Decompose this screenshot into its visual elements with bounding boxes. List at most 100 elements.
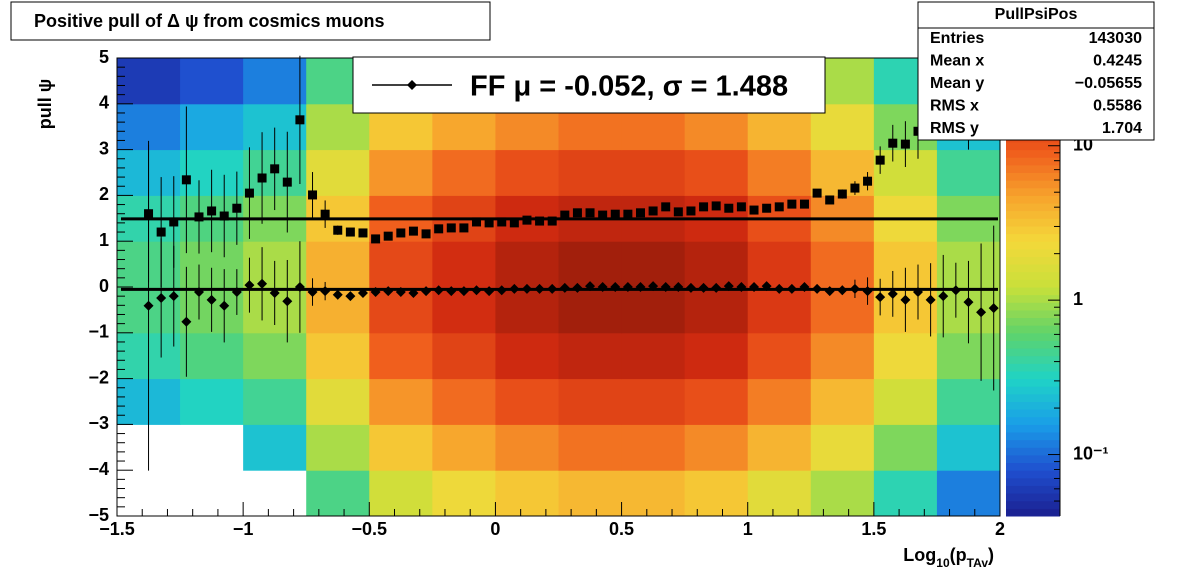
point bbox=[522, 215, 532, 225]
y-tick-label: −4 bbox=[88, 459, 109, 479]
point bbox=[610, 209, 620, 219]
stats-value: −0.05655 bbox=[1075, 75, 1142, 92]
color-bar-segment bbox=[1006, 485, 1060, 494]
point bbox=[799, 282, 810, 292]
color-bar-segment bbox=[1006, 477, 1060, 486]
point bbox=[156, 292, 167, 303]
heat-cell bbox=[495, 149, 559, 196]
point bbox=[421, 286, 432, 297]
point bbox=[244, 188, 254, 198]
point bbox=[799, 199, 809, 209]
point bbox=[370, 287, 381, 298]
point bbox=[484, 218, 494, 228]
heat-cell bbox=[747, 378, 812, 425]
y-tick-label: 5 bbox=[99, 47, 109, 67]
stats-box bbox=[917, 1, 1155, 141]
point bbox=[572, 282, 583, 293]
heat-cell bbox=[306, 241, 370, 288]
y-tick-label: 3 bbox=[99, 138, 109, 158]
point bbox=[509, 218, 519, 228]
point bbox=[433, 285, 444, 296]
heat-cell bbox=[684, 470, 749, 517]
color-bar-segment bbox=[1006, 363, 1060, 372]
point bbox=[535, 216, 545, 226]
heat-cell bbox=[873, 470, 938, 517]
color-bar-segment bbox=[1006, 317, 1060, 326]
point bbox=[395, 287, 406, 298]
point bbox=[585, 208, 595, 218]
point bbox=[585, 281, 596, 292]
color-bar-segment bbox=[1006, 210, 1060, 219]
heat-cell bbox=[306, 470, 370, 517]
point bbox=[950, 285, 961, 296]
color-bar-segment bbox=[1006, 218, 1060, 227]
point bbox=[824, 286, 835, 297]
color-bar-segment bbox=[1006, 409, 1060, 418]
point bbox=[900, 294, 911, 305]
color-bar-segment bbox=[1006, 180, 1060, 189]
point bbox=[496, 285, 507, 296]
point bbox=[888, 138, 898, 148]
point bbox=[610, 282, 621, 292]
heat-cell bbox=[432, 241, 496, 288]
point bbox=[408, 287, 419, 298]
heat-cell bbox=[306, 424, 370, 471]
point bbox=[635, 282, 646, 292]
heat-cell bbox=[621, 149, 686, 196]
point bbox=[976, 307, 987, 318]
point bbox=[244, 280, 255, 291]
point bbox=[774, 202, 784, 212]
color-bar-segment bbox=[1006, 248, 1060, 257]
heat-cell bbox=[936, 149, 1001, 196]
point bbox=[156, 227, 166, 237]
point bbox=[988, 303, 999, 314]
heat-cell bbox=[180, 103, 244, 151]
heat-cell bbox=[810, 424, 875, 471]
heat-cell bbox=[432, 149, 496, 196]
x-tick-label: 1 bbox=[743, 519, 753, 539]
heat-cell bbox=[621, 378, 686, 425]
point bbox=[320, 209, 330, 219]
heat-cell bbox=[747, 149, 812, 196]
heat-cell bbox=[369, 241, 433, 288]
heat-cell bbox=[180, 58, 244, 105]
point bbox=[812, 283, 823, 294]
heat-cell bbox=[243, 424, 307, 471]
heat-cell bbox=[243, 58, 307, 105]
stats-value: 0.5586 bbox=[1093, 98, 1142, 115]
point bbox=[421, 229, 431, 239]
legend-label: FF μ = -0.052, σ = 1.488 bbox=[470, 71, 788, 103]
point bbox=[270, 164, 280, 174]
point bbox=[383, 286, 394, 297]
x-tick-label: 1.5 bbox=[861, 519, 886, 539]
heat-cell bbox=[558, 241, 623, 288]
point bbox=[219, 300, 230, 311]
heat-cell bbox=[810, 378, 875, 425]
point bbox=[623, 209, 633, 219]
heat-cell bbox=[432, 378, 496, 425]
color-bar-segment bbox=[1006, 195, 1060, 204]
point bbox=[762, 203, 772, 213]
y-tick-label: −2 bbox=[88, 367, 109, 387]
heat-cell bbox=[873, 332, 938, 380]
heat-cell bbox=[243, 378, 307, 425]
chart-title: Positive pull of Δ ψ from cosmics muons bbox=[34, 11, 385, 31]
z-tick-label: 10⁻¹ bbox=[1073, 443, 1109, 463]
point bbox=[181, 316, 192, 327]
point bbox=[837, 189, 847, 199]
heat-cell bbox=[180, 332, 244, 380]
point bbox=[207, 206, 217, 216]
point bbox=[471, 285, 482, 296]
point bbox=[282, 296, 293, 307]
stats-value: 143030 bbox=[1089, 30, 1142, 47]
heat-cell bbox=[621, 241, 686, 288]
color-bar-segment bbox=[1006, 500, 1060, 509]
point bbox=[206, 294, 217, 305]
color-bar-segment bbox=[1006, 256, 1060, 265]
color-bar-segment bbox=[1006, 294, 1060, 303]
point bbox=[295, 115, 305, 125]
y-tick-label: −5 bbox=[88, 505, 109, 525]
point bbox=[332, 289, 343, 300]
heat-cell bbox=[747, 470, 812, 517]
heat-cell bbox=[747, 241, 812, 288]
